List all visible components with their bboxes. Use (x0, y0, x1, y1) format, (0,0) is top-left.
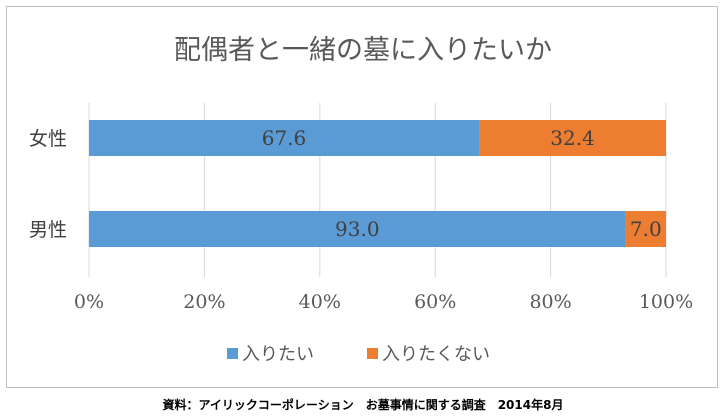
bar-segment (89, 120, 480, 156)
bar-segment (625, 211, 666, 247)
x-tick-labels: 0% 20% 40% 60% 80% 100% (74, 291, 693, 313)
legend-swatch (367, 348, 378, 359)
data-label: 67.6 (262, 126, 307, 150)
x-tick-label: 20% (183, 291, 225, 313)
data-label: 93.0 (335, 217, 380, 241)
bar-segment (89, 211, 626, 247)
bars: 67.6 32.4 93.0 7.0 (89, 120, 666, 247)
x-tick-label: 100% (639, 291, 693, 313)
source-note: 資料：アイリックコーポレーション お墓事情に関する調査 2014年8月 (162, 398, 564, 412)
legend: 入りたい 入りたくない (227, 344, 490, 365)
data-label: 7.0 (630, 217, 662, 241)
bar-segment (479, 120, 666, 156)
data-label: 32.4 (550, 126, 595, 150)
x-tick-label: 40% (299, 291, 341, 313)
x-tick-label: 0% (74, 291, 104, 313)
chart-frame: 配偶者と一緒の墓に入りたいか 67.6 32.4 93.0 7.0 女性男性 0% 20… (6, 6, 718, 388)
legend-label: 入りたくない (382, 344, 490, 365)
x-tick-label: 80% (529, 291, 571, 313)
chart-title: 配偶者と一緒の墓に入りたいか (174, 35, 552, 66)
category-label: 男性 (29, 219, 67, 241)
category-label: 女性 (29, 128, 67, 150)
legend-swatch (227, 348, 238, 359)
legend-label: 入りたい (242, 344, 314, 365)
x-tick-label: 60% (414, 291, 456, 313)
